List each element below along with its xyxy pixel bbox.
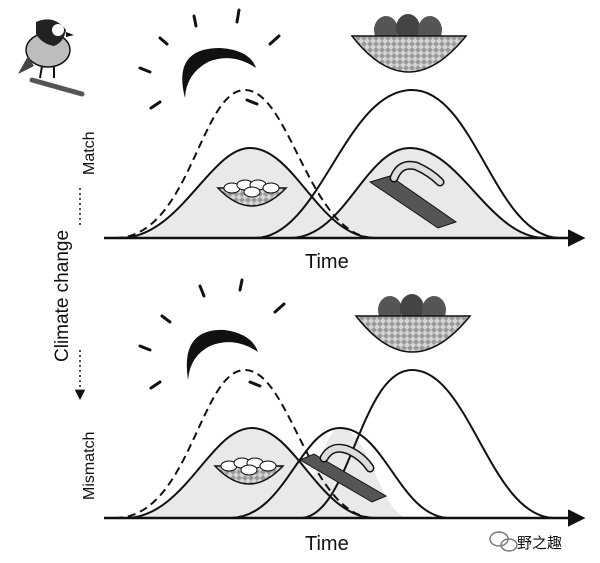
food-curve-dashed <box>114 88 376 239</box>
caterpillar-curve-large <box>254 88 561 239</box>
sun-icon <box>138 8 281 110</box>
sun-icon <box>138 278 286 390</box>
bottom-food-curve-dashed <box>114 368 376 519</box>
top-panel: Time Match <box>81 88 586 273</box>
top-fill-right <box>290 148 545 238</box>
nest-with-eggs-icon <box>213 457 285 485</box>
top-axis-label: Time <box>305 251 349 273</box>
bottom-bird-demand-curve <box>124 426 376 519</box>
caterpillar-curve-small <box>289 146 546 239</box>
nest-with-chicks-icon <box>350 14 468 73</box>
caterpillar-icon <box>298 443 388 503</box>
bird-demand-curve <box>119 146 376 239</box>
bottom-axis-label: Time <box>305 533 349 555</box>
watermark-text: 野之趣 <box>517 535 562 552</box>
bottom-side-label: Mismatch <box>81 432 98 500</box>
caterpillar-icon <box>368 160 458 229</box>
nest-with-eggs-icon <box>216 179 288 207</box>
bottom-caterpillar-curve-small <box>229 426 451 519</box>
bird-icon <box>18 19 85 97</box>
wechat-icon <box>489 531 518 552</box>
bottom-panel: Time Mismatch <box>81 368 586 555</box>
nest-with-chicks-icon <box>354 294 472 353</box>
top-side-label: Match <box>81 131 98 175</box>
climate-change-label: Climate change <box>52 230 73 362</box>
